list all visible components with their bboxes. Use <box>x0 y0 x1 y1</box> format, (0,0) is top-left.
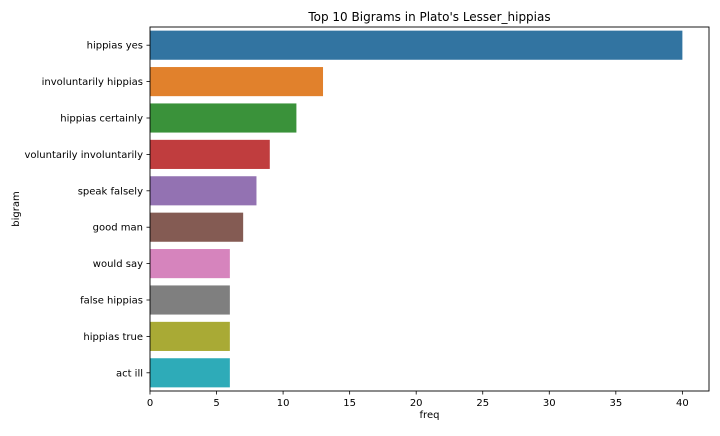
x-tick-label: 35 <box>609 398 622 409</box>
bar-hippias-true <box>150 321 230 351</box>
y-tick-label: hippias yes <box>87 41 143 52</box>
bars-group <box>150 30 683 388</box>
x-axis-label: freq <box>420 410 440 421</box>
y-tick-label: speak falsely <box>78 186 143 197</box>
x-tick-label: 30 <box>543 398 556 409</box>
x-tick-label: 20 <box>410 398 423 409</box>
bar-hippias-yes <box>150 30 683 60</box>
bar-act-ill <box>150 358 230 388</box>
x-tick-label: 15 <box>343 398 356 409</box>
y-tick-label: hippias certainly <box>60 114 143 125</box>
bar-false-hippias <box>150 285 230 315</box>
y-tick-labels: hippias yes involuntarily hippias hippias … <box>24 41 150 379</box>
y-tick-label: involuntarily hippias <box>42 77 143 88</box>
y-tick-label: would say <box>93 259 143 270</box>
bar-voluntarily-involuntarily <box>150 139 270 169</box>
x-axis-ticks: 0 5 10 15 20 25 30 35 40 <box>147 391 689 409</box>
bar-hippias-certainly <box>150 103 297 133</box>
x-tick-label: 25 <box>476 398 489 409</box>
y-tick-label: false hippias <box>80 296 143 307</box>
bar-good-man <box>150 212 244 242</box>
y-axis-label: bigram <box>11 191 22 226</box>
y-tick-label: hippias true <box>83 332 143 343</box>
bar-speak-falsely <box>150 176 257 206</box>
y-tick-label: act ill <box>116 368 143 379</box>
x-tick-label: 5 <box>213 398 219 409</box>
y-tick-label: voluntarily involuntarily <box>24 150 143 161</box>
bar-involuntarily-hippias <box>150 67 324 97</box>
x-tick-label: 0 <box>147 398 153 409</box>
y-tick-label: good man <box>93 223 143 234</box>
bar-would-say <box>150 249 230 279</box>
plot-frame <box>149 26 710 392</box>
x-tick-label: 10 <box>277 398 290 409</box>
chart-title: Top 10 Bigrams in Plato's Lesser_hippias <box>307 10 550 24</box>
x-tick-label: 40 <box>676 398 689 409</box>
